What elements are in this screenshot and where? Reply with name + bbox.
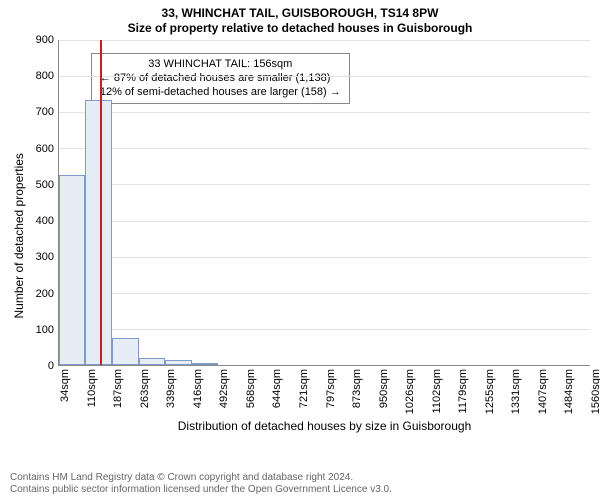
histogram-bar <box>59 175 85 365</box>
y-tick-label: 600 <box>36 143 54 155</box>
property-marker-line <box>100 40 102 365</box>
gridline <box>59 76 590 77</box>
chart-area: Number of detached properties 0 100 200 300… <box>10 40 590 440</box>
histogram-bar <box>112 338 138 365</box>
footer-line-1: Contains HM Land Registry data © Crown c… <box>10 472 590 484</box>
x-axis-ticks: Distribution of detached houses by size … <box>59 365 590 425</box>
chart-container: 33, WHINCHAT TAIL, GUISBOROUGH, TS14 8PW… <box>0 0 600 500</box>
annotation-line: 33 WHINCHAT TAIL: 156sqm <box>100 58 341 72</box>
x-tick-label: 1331sqm <box>510 369 522 414</box>
x-tick-label: 1407sqm <box>537 369 549 414</box>
plot-area: 33 WHINCHAT TAIL: 156sqm← 87% of detache… <box>58 40 590 366</box>
chart-title-1: 33, WHINCHAT TAIL, GUISBOROUGH, TS14 8PW <box>10 6 590 21</box>
x-tick-label: 721sqm <box>298 369 310 408</box>
x-tick-label: 1179sqm <box>457 369 469 413</box>
x-tick-label: 797sqm <box>325 369 337 408</box>
x-tick-label: 187sqm <box>112 369 124 408</box>
gridline <box>59 293 590 294</box>
gridline <box>59 257 590 258</box>
y-tick-label: 900 <box>36 34 54 46</box>
y-tick-label: 500 <box>36 179 54 191</box>
y-tick-label: 100 <box>36 324 54 336</box>
footer: Contains HM Land Registry data © Crown c… <box>10 472 590 496</box>
x-tick-label: 873sqm <box>351 369 363 408</box>
y-tick-label: 400 <box>36 215 54 227</box>
y-axis-label: Number of detached properties <box>12 153 26 318</box>
gridline <box>59 221 590 222</box>
histogram-bar <box>85 100 112 365</box>
gridline <box>59 40 590 41</box>
x-tick-label: 339sqm <box>165 369 177 408</box>
annotation-line: 12% of semi-detached houses are larger (… <box>100 86 341 100</box>
histogram-bar <box>165 360 192 365</box>
y-tick-label: 800 <box>36 70 54 82</box>
x-tick-label: 34sqm <box>59 369 71 402</box>
x-tick-label: 1560sqm <box>590 369 600 414</box>
x-tick-label: 644sqm <box>271 369 283 408</box>
x-tick-label: 263sqm <box>139 369 151 408</box>
x-tick-label: 1102sqm <box>431 369 443 413</box>
y-axis-ticks: 0100200300400500600700800900 <box>28 40 58 440</box>
histogram-bar <box>139 358 165 365</box>
y-tick-label: 200 <box>36 288 54 300</box>
x-tick-label: 950sqm <box>378 369 390 408</box>
x-axis-label: Distribution of detached houses by size … <box>59 419 590 433</box>
chart-title-2: Size of property relative to detached ho… <box>10 21 590 36</box>
x-tick-label: 1255sqm <box>484 369 496 414</box>
x-tick-label: 568sqm <box>245 369 257 408</box>
y-tick-label: 700 <box>36 106 54 118</box>
y-tick-label: 0 <box>48 360 54 372</box>
histogram-bar <box>192 363 218 365</box>
x-tick-label: 110sqm <box>86 369 98 407</box>
gridline <box>59 184 590 185</box>
annotation-box: 33 WHINCHAT TAIL: 156sqm← 87% of detache… <box>91 53 350 104</box>
gridline <box>59 148 590 149</box>
footer-line-2: Contains public sector information licen… <box>10 484 590 496</box>
x-tick-label: 416sqm <box>192 369 204 408</box>
x-tick-label: 1484sqm <box>563 369 575 414</box>
gridline <box>59 112 590 113</box>
annotation-line: ← 87% of detached houses are smaller (1,… <box>100 72 341 86</box>
y-tick-label: 300 <box>36 251 54 263</box>
x-tick-label: 1026sqm <box>404 369 416 414</box>
gridline <box>59 329 590 330</box>
x-tick-label: 492sqm <box>218 369 230 408</box>
